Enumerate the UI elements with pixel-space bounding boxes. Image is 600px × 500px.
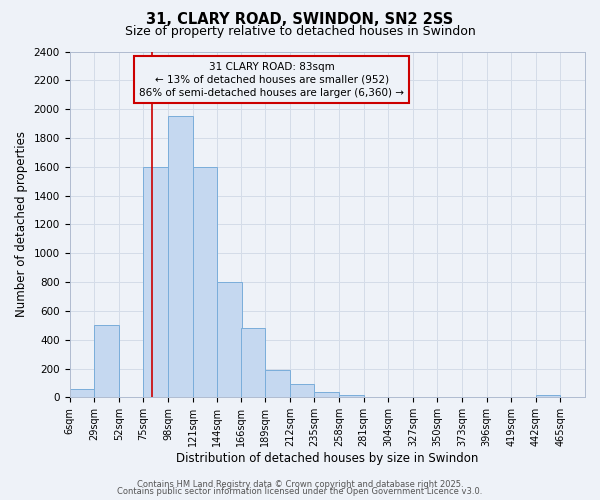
Bar <box>536 395 560 398</box>
Bar <box>339 395 364 398</box>
Bar <box>217 282 242 398</box>
Bar <box>168 116 193 398</box>
Y-axis label: Number of detached properties: Number of detached properties <box>15 132 28 318</box>
Text: 31, CLARY ROAD, SWINDON, SN2 2SS: 31, CLARY ROAD, SWINDON, SN2 2SS <box>146 12 454 28</box>
Bar <box>265 370 290 398</box>
Bar <box>314 392 339 398</box>
Bar <box>70 390 94 398</box>
Text: Size of property relative to detached houses in Swindon: Size of property relative to detached ho… <box>125 25 475 38</box>
Bar <box>94 326 119 398</box>
X-axis label: Distribution of detached houses by size in Swindon: Distribution of detached houses by size … <box>176 452 478 465</box>
Bar <box>193 167 217 398</box>
Bar <box>241 328 265 398</box>
Text: 31 CLARY ROAD: 83sqm
← 13% of detached houses are smaller (952)
86% of semi-deta: 31 CLARY ROAD: 83sqm ← 13% of detached h… <box>139 62 404 98</box>
Bar <box>143 167 168 398</box>
Text: Contains HM Land Registry data © Crown copyright and database right 2025.: Contains HM Land Registry data © Crown c… <box>137 480 463 489</box>
Text: Contains public sector information licensed under the Open Government Licence v3: Contains public sector information licen… <box>118 488 482 496</box>
Bar <box>290 384 314 398</box>
